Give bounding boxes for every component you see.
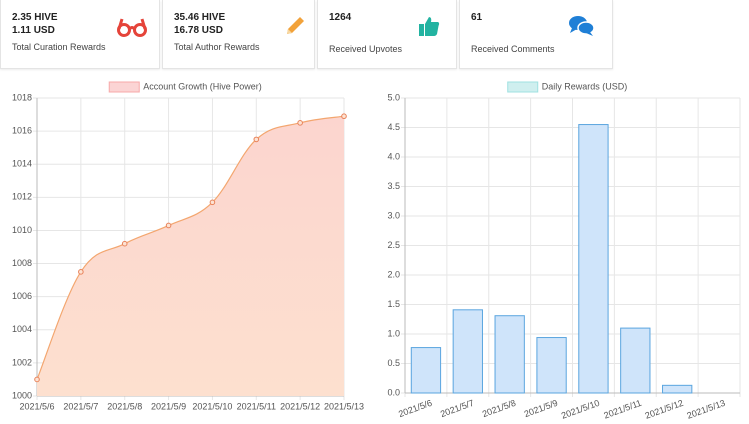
stat-value: 61: [471, 12, 483, 23]
x-tick-label: 2021/5/13: [686, 398, 727, 421]
stat-value: 16.78 USD: [174, 25, 223, 36]
y-tick-label: 1010: [12, 225, 32, 235]
area: [37, 116, 344, 396]
y-tick-label: 1008: [12, 258, 32, 268]
bar: [662, 384, 693, 394]
stat-label: Received Comments: [471, 44, 555, 54]
stat-icon: [287, 17, 304, 34]
y-tick-label: 1.0: [387, 328, 400, 338]
x-tick-label: 2021/5/10: [192, 401, 232, 411]
chart: Account Growth (Hive Power) 1000 1002 1004 1…: [12, 81, 364, 411]
point: [34, 376, 40, 383]
y-tick-label: 4.0: [387, 151, 400, 161]
bar: [452, 309, 483, 394]
x-tick-label: 2021/5/6: [397, 398, 433, 419]
y-tick-label: 1016: [12, 125, 32, 135]
stat-value: 1.11 USD: [12, 25, 55, 36]
legend-swatch: [507, 81, 539, 93]
legend-label: Account Growth (Hive Power): [143, 81, 262, 91]
y-tick-label: 3.0: [387, 210, 400, 220]
y-tick-label: 1012: [12, 192, 32, 202]
x-tick-label: 2021/5/7: [439, 398, 475, 419]
bar: [536, 337, 567, 394]
x-tick-label: 2021/5/10: [560, 398, 601, 421]
bar: [620, 327, 651, 394]
y-tick-label: 1006: [12, 291, 32, 301]
x-tick-label: 2021/5/11: [602, 398, 642, 421]
stat-value: 35.46 HIVE: [174, 12, 226, 23]
y-tick-label: 0.0: [387, 387, 400, 397]
stat-label: Total Curation Rewards: [12, 42, 106, 52]
y-tick-label: 3.5: [387, 181, 400, 191]
stat-label: Received Upvotes: [329, 44, 403, 54]
x-tick-label: 2021/5/9: [151, 401, 186, 411]
y-tick-label: 2.5: [387, 240, 400, 250]
point: [165, 222, 172, 229]
stat-card: 61 Received Comments: [459, 0, 613, 69]
x-tick-label: 2021/5/6: [19, 401, 54, 411]
stat-value: 2.35 HIVE: [12, 12, 58, 23]
stat-card: 2.35 HIVE 1.11 USD Total Curation Rewards: [0, 0, 160, 69]
stat-icon: [117, 18, 147, 37]
stat-card: 1264 Received Upvotes: [317, 0, 457, 69]
point: [209, 199, 216, 206]
x-tick-label: 2021/5/13: [324, 401, 364, 411]
point: [297, 120, 303, 126]
y-tick-label: 1018: [12, 92, 32, 102]
x-tick-label: 2021/5/7: [63, 401, 98, 411]
stat-icon: [419, 17, 440, 36]
x-tick-label: 2021/5/8: [107, 401, 142, 411]
stat-icon: [569, 16, 595, 36]
chart: Daily Rewards (USD) 0.0 0.5 1.0 1.5 2.0 2.5 3.0…: [387, 81, 741, 421]
y-tick-label: 1014: [12, 159, 32, 169]
point: [121, 240, 128, 247]
x-tick-label: 2021/5/11: [237, 401, 276, 411]
stat-label: Total Author Rewards: [174, 42, 260, 52]
y-tick-label: 2.0: [387, 269, 400, 279]
x-tick-label: 2021/5/12: [280, 401, 320, 411]
y-tick-label: 1002: [12, 357, 32, 367]
y-tick-label: 1000: [12, 390, 32, 400]
legend-label: Daily Rewards (USD): [542, 81, 628, 91]
point: [253, 136, 260, 143]
x-tick-label: 2021/5/12: [644, 398, 685, 421]
stat-value: 1264: [329, 12, 352, 23]
y-tick-label: 1004: [12, 324, 32, 334]
y-tick-label: 1.5: [387, 299, 400, 309]
point: [341, 113, 347, 120]
x-tick-label: 2021/5/8: [481, 398, 517, 419]
bar: [494, 315, 525, 394]
y-tick-label: 5.0: [387, 92, 400, 102]
y-tick-label: 4.5: [387, 122, 400, 132]
bar: [578, 124, 609, 394]
point: [78, 269, 84, 275]
stat-card: 35.46 HIVE 16.78 USD Total Author Rewards: [162, 0, 315, 69]
legend-swatch: [108, 81, 140, 93]
bar: [410, 347, 442, 394]
x-tick-label: 2021/5/9: [523, 398, 559, 419]
y-tick-label: 0.5: [387, 358, 400, 368]
